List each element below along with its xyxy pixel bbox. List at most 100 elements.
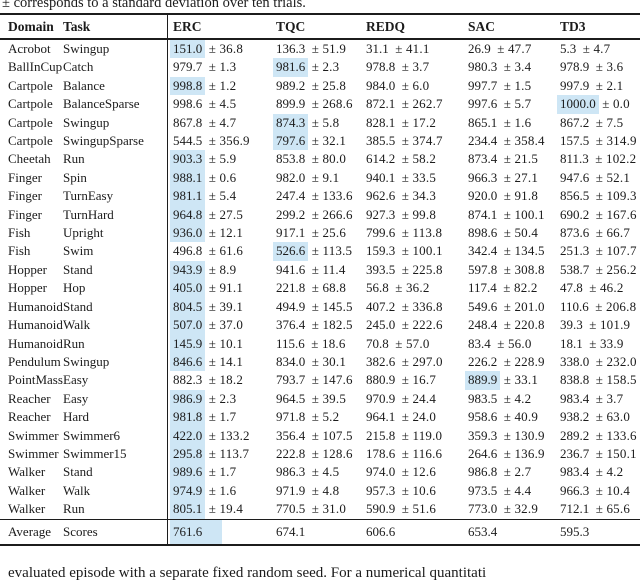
score-std: ± 225.8 xyxy=(398,261,443,277)
score-cell: 110.6 ± 206.8 xyxy=(560,298,640,316)
score-std: ± 4.7 xyxy=(205,114,237,130)
caption-top-clipped: ± corresponds to a standard deviation ov… xyxy=(0,0,640,13)
domain-cell: Humanoid xyxy=(8,298,63,314)
score-mean: 872.1 xyxy=(366,96,396,112)
score-mean: 947.6 xyxy=(560,169,590,185)
score-cell: 964.8 ± 27.5 xyxy=(167,205,276,225)
best-score-highlight: 797.6 xyxy=(273,132,309,151)
score-cell: 690.2 ± 167.6 xyxy=(560,206,640,224)
score-mean: 957.3 xyxy=(366,482,396,498)
score-std: ± 4.2 xyxy=(500,390,532,406)
task-cell: SwingupSparse xyxy=(63,133,144,149)
best-score-highlight: 974.9 xyxy=(170,481,206,501)
score-std: ± 24.0 xyxy=(398,409,437,425)
best-score-highlight: 936.0 xyxy=(170,224,206,243)
score-cell: 549.6 ± 201.0 xyxy=(468,298,560,316)
score-std: ± 8.9 xyxy=(205,261,237,277)
task-cell: BalanceSparse xyxy=(63,96,140,112)
table-row: Cheetah Run 903.3 ± 5.9 853.8 ± 80.0 614.2 ±… xyxy=(0,150,640,169)
score-cell: 245.0 ± 222.6 xyxy=(366,316,468,334)
score-std: ± 2.7 xyxy=(500,464,532,480)
domain-cell: Cartpole xyxy=(8,77,53,93)
score-mean: 595.3 xyxy=(560,523,590,539)
score-mean: 590.9 xyxy=(366,501,396,517)
score-cell: 873.6 ± 66.7 xyxy=(560,224,640,242)
score-mean: 47.8 xyxy=(560,280,583,296)
task-cell: Swingup xyxy=(63,41,110,56)
score-std: ± 36.8 xyxy=(205,41,244,56)
score-mean: 853.8 xyxy=(276,151,306,167)
score-std: ± 91.8 xyxy=(500,188,539,204)
score-cell: 997.9 ± 2.1 xyxy=(560,77,640,95)
score-cell: 983.4 ± 4.2 xyxy=(560,463,640,481)
score-std: ± 2.1 xyxy=(592,77,624,93)
score-std: ± 46.2 xyxy=(585,280,624,296)
score-cell: 867.8 ± 4.7 xyxy=(167,113,276,133)
domain-cell: Humanoid xyxy=(8,335,63,351)
task-cell: Hop xyxy=(63,280,86,296)
score-std: ± 128.6 xyxy=(308,445,353,461)
score-cell: 507.0 ± 37.0 xyxy=(167,316,276,335)
score-mean: 867.2 xyxy=(560,114,590,130)
score-mean: 980.3 xyxy=(468,59,498,75)
score-mean: 712.1 xyxy=(560,501,590,517)
score-std: ± 314.9 xyxy=(592,133,637,149)
score-std: ± 5.8 xyxy=(308,114,340,130)
score-std: ± 107.7 xyxy=(592,243,637,259)
table-row: Cartpole Balance 998.8 ± 1.2 989.2 ± 25.8 98… xyxy=(0,76,640,96)
score-mean: 973.5 xyxy=(468,482,498,498)
score-mean: 874.1 xyxy=(468,206,498,222)
score-std: ± 61.6 xyxy=(205,243,244,259)
score-mean: 653.4 xyxy=(468,523,498,539)
table-row: Reacher Hard 981.8 ± 1.7 971.8 ± 5.2 964.1 ±… xyxy=(0,408,640,427)
score-cell: 248.4 ± 220.8 xyxy=(468,316,560,334)
best-score-highlight: 988.1 xyxy=(170,168,206,188)
score-cell: 251.3 ± 107.7 xyxy=(560,242,640,260)
header-domain: Domain xyxy=(8,19,54,34)
best-score-highlight: 964.8 xyxy=(170,205,206,225)
score-cell: 590.9 ± 51.6 xyxy=(366,500,468,518)
score-mean: 289.2 xyxy=(560,427,590,443)
score-std: ± 268.6 xyxy=(308,96,353,112)
score-mean: 873.6 xyxy=(560,225,590,241)
score-std: ± 4.8 xyxy=(308,482,340,498)
score-cell: 938.2 ± 63.0 xyxy=(560,408,640,426)
score-mean: 18.1 xyxy=(560,335,583,351)
domain-cell: Acrobot xyxy=(8,41,51,56)
score-cell: 39.3 ± 101.9 xyxy=(560,316,640,334)
score-cell: 941.6 ± 11.4 xyxy=(276,261,366,279)
score-std: ± 6.0 xyxy=(398,77,430,93)
score-cell: 853.8 ± 80.0 xyxy=(276,150,366,168)
header-sac: SAC xyxy=(468,19,496,34)
score-mean: 690.2 xyxy=(560,206,590,222)
score-cell: 247.4 ± 133.6 xyxy=(276,187,366,205)
score-std: ± 5.2 xyxy=(308,409,340,425)
score-std: ± 1.7 xyxy=(205,409,237,425)
table-row: Cartpole Swingup 867.8 ± 4.7 874.3 ± 5.8 828… xyxy=(0,113,640,133)
score-mean: 997.7 xyxy=(468,77,498,93)
task-cell: Spin xyxy=(63,169,87,185)
score-cell: 983.5 ± 4.2 xyxy=(468,390,560,408)
score-mean: 856.5 xyxy=(560,188,590,204)
score-cell: 997.7 ± 1.5 xyxy=(468,77,560,95)
score-cell: 989.2 ± 25.8 xyxy=(276,77,366,95)
score-cell: 47.8 ± 46.2 xyxy=(560,279,640,297)
score-std: ± 109.3 xyxy=(592,188,637,204)
score-mean: 971.8 xyxy=(276,409,306,425)
score-std: ± 2.3 xyxy=(205,390,237,406)
domain-cell: Pendulum xyxy=(8,353,61,369)
score-std: ± 4.7 xyxy=(579,41,611,56)
score-std: ± 32.1 xyxy=(308,133,347,149)
score-std: ± 102.2 xyxy=(591,151,637,167)
results-table: Domain Task ERC TQC REDQ SAC TD3 Acrobot… xyxy=(0,13,640,546)
score-cell: 874.3 ± 5.8 xyxy=(273,113,366,133)
score-mean: 917.1 xyxy=(276,225,306,241)
score-std: ± 1.7 xyxy=(205,464,237,480)
score-cell: 981.8 ± 1.7 xyxy=(167,408,276,427)
score-cell: 834.0 ± 30.1 xyxy=(276,353,366,371)
score-mean: 251.3 xyxy=(560,243,590,259)
score-mean: 215.8 xyxy=(366,427,396,443)
score-cell: 653.4 xyxy=(468,520,560,544)
score-cell: 597.8 ± 308.8 xyxy=(468,261,560,279)
score-mean: 236.7 xyxy=(560,445,590,461)
